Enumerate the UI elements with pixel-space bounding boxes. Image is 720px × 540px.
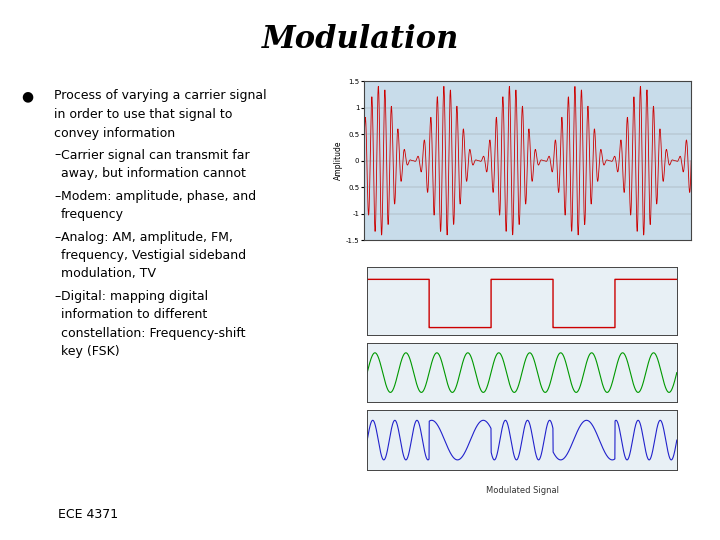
Y-axis label: Amplitude: Amplitude	[334, 141, 343, 180]
Text: ●: ●	[22, 89, 34, 103]
Text: convey information: convey information	[54, 127, 175, 140]
Text: Modem: amplitude, phase, and: Modem: amplitude, phase, and	[61, 190, 256, 202]
Text: modulation, TV: modulation, TV	[61, 267, 156, 280]
Text: information to different: information to different	[61, 308, 207, 321]
Text: Modulated Signal: Modulated Signal	[485, 487, 559, 495]
Text: Data: Data	[512, 354, 532, 363]
Text: constellation: Frequency-shift: constellation: Frequency-shift	[61, 327, 246, 340]
Text: –: –	[54, 190, 60, 202]
Text: frequency, Vestigial sideband: frequency, Vestigial sideband	[61, 249, 246, 262]
Text: Digital: mapping digital: Digital: mapping digital	[61, 290, 208, 303]
Text: away, but information cannot: away, but information cannot	[61, 167, 246, 180]
Text: Process of varying a carrier signal: Process of varying a carrier signal	[54, 89, 266, 102]
Text: –: –	[54, 290, 60, 303]
Text: in order to use that signal to: in order to use that signal to	[54, 108, 233, 121]
Text: –: –	[54, 148, 60, 161]
Text: Analog: AM, amplitude, FM,: Analog: AM, amplitude, FM,	[61, 231, 233, 244]
Text: frequency: frequency	[61, 208, 124, 221]
Text: ECE 4371: ECE 4371	[58, 508, 118, 521]
Text: Carrier signal can transmit far: Carrier signal can transmit far	[61, 148, 250, 161]
Text: Modulation: Modulation	[261, 24, 459, 55]
Text: Carrier: Carrier	[508, 419, 536, 428]
Text: key (FSK): key (FSK)	[61, 345, 120, 358]
Text: –: –	[54, 231, 60, 244]
